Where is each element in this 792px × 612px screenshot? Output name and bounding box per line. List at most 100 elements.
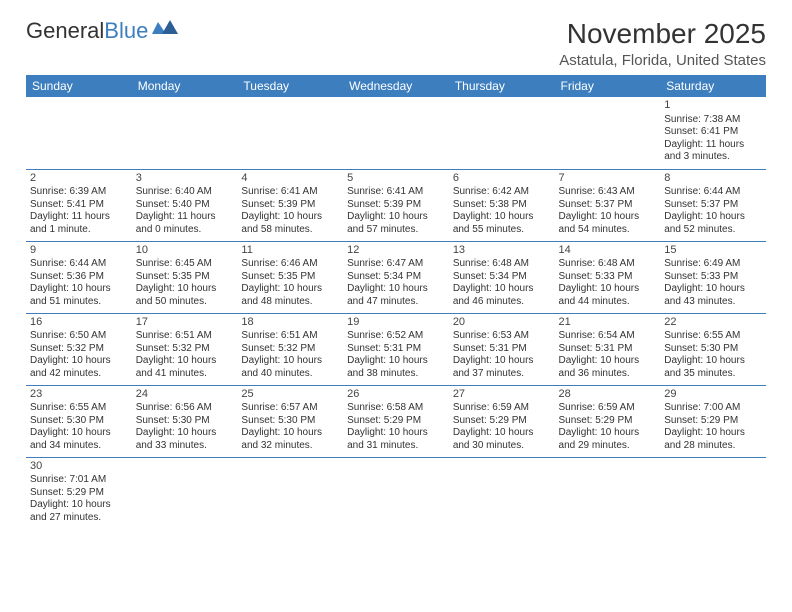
sunset-text: Sunset: 5:37 PM (664, 199, 762, 212)
calendar-header-row: SundayMondayTuesdayWednesdayThursdayFrid… (26, 75, 766, 97)
calendar-day-cell: 27Sunrise: 6:59 AMSunset: 5:29 PMDayligh… (449, 385, 555, 457)
day-number: 2 (30, 172, 128, 186)
calendar-empty-cell (555, 457, 661, 529)
calendar-day-cell: 28Sunrise: 6:59 AMSunset: 5:29 PMDayligh… (555, 385, 661, 457)
daylight-text: Daylight: 10 hours and 38 minutes. (347, 355, 445, 380)
day-number: 23 (30, 388, 128, 402)
day-header: Wednesday (343, 75, 449, 97)
sunrise-text: Sunrise: 6:45 AM (136, 258, 234, 271)
sunset-text: Sunset: 5:32 PM (30, 343, 128, 356)
calendar-table: SundayMondayTuesdayWednesdayThursdayFrid… (26, 75, 766, 529)
day-header: Tuesday (237, 75, 343, 97)
day-number: 5 (347, 172, 445, 186)
daylight-text: Daylight: 10 hours and 54 minutes. (559, 211, 657, 236)
calendar-row: 1Sunrise: 7:38 AMSunset: 6:41 PMDaylight… (26, 97, 766, 169)
sunrise-text: Sunrise: 7:38 AM (664, 114, 762, 127)
daylight-text: Daylight: 10 hours and 36 minutes. (559, 355, 657, 380)
day-number: 7 (559, 172, 657, 186)
calendar-day-cell: 17Sunrise: 6:51 AMSunset: 5:32 PMDayligh… (132, 313, 238, 385)
calendar-empty-cell (660, 457, 766, 529)
sunrise-text: Sunrise: 6:44 AM (30, 258, 128, 271)
day-number: 16 (30, 316, 128, 330)
daylight-text: Daylight: 10 hours and 27 minutes. (30, 499, 128, 524)
daylight-text: Daylight: 10 hours and 47 minutes. (347, 283, 445, 308)
daylight-text: Daylight: 10 hours and 46 minutes. (453, 283, 551, 308)
day-number: 30 (30, 460, 128, 474)
calendar-body: 1Sunrise: 7:38 AMSunset: 6:41 PMDaylight… (26, 97, 766, 529)
day-number: 17 (136, 316, 234, 330)
day-number: 8 (664, 172, 762, 186)
page-title: November 2025 (559, 18, 766, 50)
day-number: 27 (453, 388, 551, 402)
sunset-text: Sunset: 5:34 PM (347, 271, 445, 284)
sunrise-text: Sunrise: 6:41 AM (241, 186, 339, 199)
calendar-empty-cell (343, 97, 449, 169)
day-number: 12 (347, 244, 445, 258)
calendar-day-cell: 16Sunrise: 6:50 AMSunset: 5:32 PMDayligh… (26, 313, 132, 385)
sunrise-text: Sunrise: 6:51 AM (136, 330, 234, 343)
calendar-day-cell: 15Sunrise: 6:49 AMSunset: 5:33 PMDayligh… (660, 241, 766, 313)
sunset-text: Sunset: 5:33 PM (559, 271, 657, 284)
calendar-row: 30Sunrise: 7:01 AMSunset: 5:29 PMDayligh… (26, 457, 766, 529)
daylight-text: Daylight: 10 hours and 55 minutes. (453, 211, 551, 236)
sunrise-text: Sunrise: 6:56 AM (136, 402, 234, 415)
daylight-text: Daylight: 11 hours and 0 minutes. (136, 211, 234, 236)
daylight-text: Daylight: 11 hours and 1 minute. (30, 211, 128, 236)
day-header: Saturday (660, 75, 766, 97)
calendar-day-cell: 12Sunrise: 6:47 AMSunset: 5:34 PMDayligh… (343, 241, 449, 313)
calendar-day-cell: 11Sunrise: 6:46 AMSunset: 5:35 PMDayligh… (237, 241, 343, 313)
sunrise-text: Sunrise: 6:52 AM (347, 330, 445, 343)
sunset-text: Sunset: 5:41 PM (30, 199, 128, 212)
sunset-text: Sunset: 5:35 PM (241, 271, 339, 284)
sunset-text: Sunset: 5:31 PM (347, 343, 445, 356)
calendar-day-cell: 3Sunrise: 6:40 AMSunset: 5:40 PMDaylight… (132, 169, 238, 241)
sunset-text: Sunset: 5:36 PM (30, 271, 128, 284)
day-number: 14 (559, 244, 657, 258)
sunrise-text: Sunrise: 6:39 AM (30, 186, 128, 199)
day-number: 25 (241, 388, 339, 402)
calendar-day-cell: 13Sunrise: 6:48 AMSunset: 5:34 PMDayligh… (449, 241, 555, 313)
sunset-text: Sunset: 5:30 PM (664, 343, 762, 356)
sunset-text: Sunset: 5:31 PM (453, 343, 551, 356)
sunrise-text: Sunrise: 6:59 AM (559, 402, 657, 415)
sunrise-text: Sunrise: 6:46 AM (241, 258, 339, 271)
daylight-text: Daylight: 10 hours and 35 minutes. (664, 355, 762, 380)
daylight-text: Daylight: 10 hours and 44 minutes. (559, 283, 657, 308)
daylight-text: Daylight: 10 hours and 57 minutes. (347, 211, 445, 236)
daylight-text: Daylight: 10 hours and 29 minutes. (559, 427, 657, 452)
daylight-text: Daylight: 10 hours and 51 minutes. (30, 283, 128, 308)
sunrise-text: Sunrise: 6:43 AM (559, 186, 657, 199)
calendar-day-cell: 23Sunrise: 6:55 AMSunset: 5:30 PMDayligh… (26, 385, 132, 457)
daylight-text: Daylight: 10 hours and 43 minutes. (664, 283, 762, 308)
sunrise-text: Sunrise: 6:48 AM (453, 258, 551, 271)
sunrise-text: Sunrise: 6:42 AM (453, 186, 551, 199)
day-number: 3 (136, 172, 234, 186)
calendar-row: 9Sunrise: 6:44 AMSunset: 5:36 PMDaylight… (26, 241, 766, 313)
calendar-day-cell: 1Sunrise: 7:38 AMSunset: 6:41 PMDaylight… (660, 97, 766, 169)
sunrise-text: Sunrise: 6:51 AM (241, 330, 339, 343)
calendar-empty-cell (449, 457, 555, 529)
day-number: 29 (664, 388, 762, 402)
daylight-text: Daylight: 10 hours and 52 minutes. (664, 211, 762, 236)
sunrise-text: Sunrise: 6:53 AM (453, 330, 551, 343)
sunset-text: Sunset: 5:29 PM (30, 487, 128, 500)
day-number: 26 (347, 388, 445, 402)
flag-icon (152, 20, 178, 43)
sunrise-text: Sunrise: 6:49 AM (664, 258, 762, 271)
calendar-day-cell: 29Sunrise: 7:00 AMSunset: 5:29 PMDayligh… (660, 385, 766, 457)
sunset-text: Sunset: 5:32 PM (136, 343, 234, 356)
sunset-text: Sunset: 5:29 PM (347, 415, 445, 428)
daylight-text: Daylight: 10 hours and 42 minutes. (30, 355, 128, 380)
calendar-empty-cell (26, 97, 132, 169)
sunrise-text: Sunrise: 6:57 AM (241, 402, 339, 415)
calendar-day-cell: 20Sunrise: 6:53 AMSunset: 5:31 PMDayligh… (449, 313, 555, 385)
calendar-day-cell: 9Sunrise: 6:44 AMSunset: 5:36 PMDaylight… (26, 241, 132, 313)
sunset-text: Sunset: 5:30 PM (241, 415, 339, 428)
calendar-row: 23Sunrise: 6:55 AMSunset: 5:30 PMDayligh… (26, 385, 766, 457)
day-number: 20 (453, 316, 551, 330)
day-number: 4 (241, 172, 339, 186)
calendar-day-cell: 10Sunrise: 6:45 AMSunset: 5:35 PMDayligh… (132, 241, 238, 313)
daylight-text: Daylight: 10 hours and 31 minutes. (347, 427, 445, 452)
sunset-text: Sunset: 5:31 PM (559, 343, 657, 356)
calendar-day-cell: 5Sunrise: 6:41 AMSunset: 5:39 PMDaylight… (343, 169, 449, 241)
